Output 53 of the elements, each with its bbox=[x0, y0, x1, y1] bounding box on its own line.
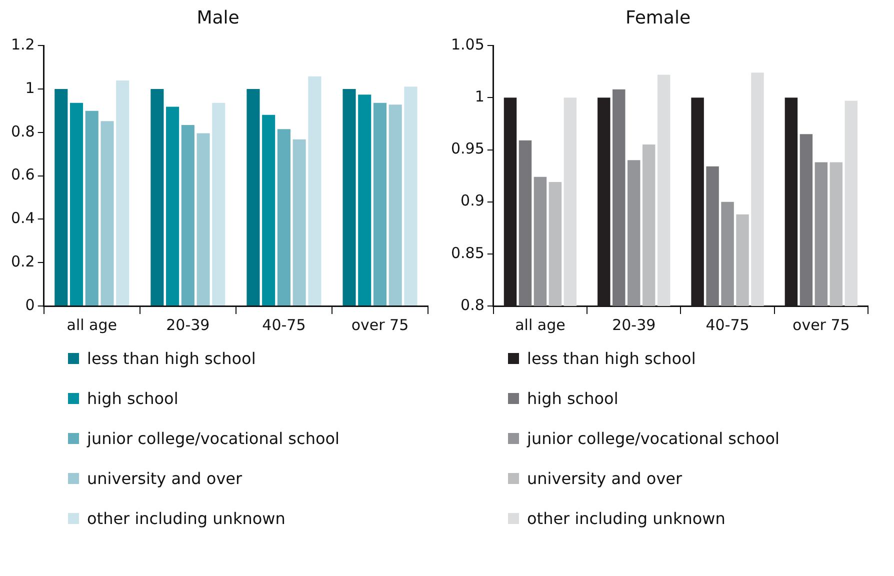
x-tick-label: over 75 bbox=[351, 316, 409, 334]
bar bbox=[212, 102, 226, 306]
bar bbox=[246, 89, 260, 306]
x-tick-label: 20-39 bbox=[612, 316, 656, 334]
bar bbox=[277, 129, 290, 306]
bar bbox=[262, 114, 276, 306]
x-tick-label: 40-75 bbox=[262, 316, 306, 334]
bar bbox=[181, 125, 194, 306]
y-tick-label: 0.8 bbox=[10, 122, 35, 140]
y-tick-label: 0.8 bbox=[460, 296, 484, 314]
legend-label: high school bbox=[527, 388, 618, 408]
bar bbox=[54, 89, 68, 306]
bar bbox=[70, 102, 84, 306]
x-tick-label: all age bbox=[515, 316, 566, 334]
bar bbox=[85, 110, 98, 306]
bar bbox=[358, 94, 372, 306]
x-tick-label: 20-39 bbox=[166, 316, 210, 334]
y-tick-label: 0.85 bbox=[450, 244, 484, 262]
legend-label: university and over bbox=[87, 468, 242, 488]
y-tick-label: 1.2 bbox=[10, 35, 35, 54]
legend-label: junior college/vocational school bbox=[87, 428, 340, 448]
x-tick-label: all age bbox=[66, 316, 117, 334]
y-tick-label: 0.6 bbox=[10, 166, 35, 184]
bar bbox=[196, 133, 210, 306]
bar bbox=[116, 80, 130, 306]
legend-label: high school bbox=[87, 388, 178, 408]
bar bbox=[292, 139, 306, 306]
legend-label: junior college/vocational school bbox=[527, 428, 780, 448]
y-tick-label: 0.2 bbox=[10, 252, 35, 270]
chart-title: Male bbox=[196, 7, 240, 28]
bar bbox=[342, 89, 356, 306]
x-tick-label: 40-75 bbox=[706, 316, 750, 334]
y-tick-label: 0.9 bbox=[460, 192, 484, 210]
legend-label: less than high school bbox=[527, 348, 696, 368]
legend-label: university and over bbox=[527, 468, 682, 488]
y-tick-label: 1 bbox=[25, 78, 35, 97]
y-tick-label: 0.4 bbox=[10, 209, 35, 228]
legend-label: other including unknown bbox=[87, 508, 286, 528]
legend-label: less than high school bbox=[87, 348, 256, 368]
legend-label: other including unknown bbox=[527, 508, 726, 528]
bar bbox=[150, 89, 164, 306]
bar bbox=[166, 106, 180, 306]
y-tick-label: 1 bbox=[474, 88, 484, 106]
bar bbox=[373, 102, 387, 306]
x-tick-label: over 75 bbox=[792, 316, 850, 334]
bar bbox=[388, 104, 402, 306]
bar bbox=[404, 86, 418, 306]
chart-title: Female bbox=[625, 7, 691, 28]
y-tick-label: 1.05 bbox=[450, 35, 484, 54]
y-tick-label: 0.95 bbox=[450, 140, 484, 158]
bar bbox=[100, 121, 114, 306]
bar bbox=[308, 76, 322, 306]
y-tick-label: 0 bbox=[25, 296, 35, 314]
